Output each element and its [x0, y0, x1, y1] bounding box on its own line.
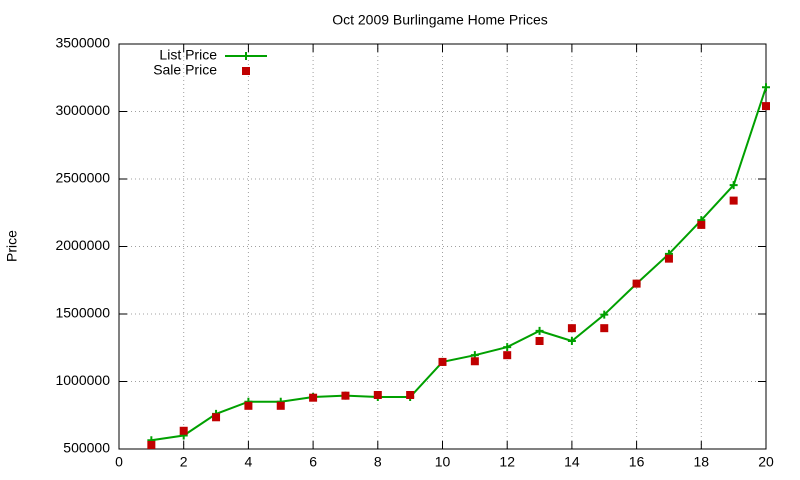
point — [406, 391, 415, 399]
y-tick-label: 3000000 — [55, 102, 110, 118]
x-tick-label: 14 — [564, 454, 580, 470]
point — [438, 357, 447, 366]
y-tick-label: 1000000 — [55, 372, 110, 388]
point — [373, 391, 382, 399]
x-tick-label: 12 — [499, 454, 515, 470]
series-line — [151, 86, 767, 442]
point — [762, 83, 770, 92]
x-tick-label: 0 — [115, 454, 123, 470]
point — [503, 351, 512, 360]
y-tick-label: 3500000 — [55, 35, 110, 51]
x-tick-label: 20 — [758, 454, 774, 470]
point — [600, 310, 609, 319]
legend-marker — [242, 52, 250, 60]
point — [567, 324, 576, 333]
point — [341, 391, 350, 400]
point — [276, 401, 285, 410]
point — [309, 393, 318, 402]
x-tick-label: 8 — [374, 454, 382, 470]
x-tick-label: 6 — [309, 454, 317, 470]
point — [212, 413, 221, 422]
point — [632, 279, 641, 288]
point — [470, 357, 479, 366]
legend-marker — [242, 67, 250, 75]
point — [147, 440, 156, 449]
point — [535, 337, 544, 345]
chart-title: Oct 2009 Burlingame Home Prices — [332, 12, 548, 28]
point — [567, 337, 576, 345]
y-axis-label: Price — [4, 230, 20, 262]
y-tick-label: 2500000 — [55, 170, 110, 186]
x-tick-label: 4 — [245, 454, 253, 470]
x-tick-label: 18 — [694, 454, 710, 470]
point — [729, 181, 738, 190]
point — [179, 426, 188, 435]
point — [697, 220, 706, 229]
point — [244, 401, 253, 410]
x-tick-label: 2 — [180, 454, 188, 470]
y-tick-label: 1500000 — [55, 305, 110, 321]
legend-label: List Price — [159, 47, 217, 63]
plot-border — [118, 43, 767, 450]
point — [600, 324, 609, 333]
y-tick-label: 2000000 — [55, 237, 110, 253]
point — [503, 343, 512, 352]
x-tick-label: 16 — [629, 454, 645, 470]
legend-label: Sale Price — [153, 62, 217, 78]
point — [762, 102, 770, 111]
y-tick-label: 500000 — [63, 440, 110, 456]
point — [664, 254, 673, 263]
point — [729, 196, 738, 205]
x-tick-label: 10 — [435, 454, 451, 470]
point — [535, 326, 544, 335]
